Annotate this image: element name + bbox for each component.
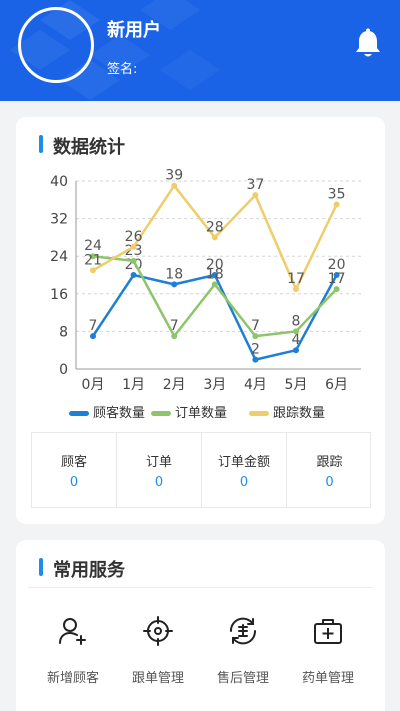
- data-label: 20: [328, 257, 346, 273]
- data-label: 7: [170, 318, 179, 334]
- data-label: 23: [125, 243, 143, 259]
- data-point: [333, 272, 340, 278]
- data-point: [90, 253, 96, 260]
- user-name: 新用户: [107, 20, 161, 41]
- service-label: 药单管理: [301, 671, 354, 686]
- data-label: 37: [246, 177, 264, 193]
- y-tick-label: 16: [50, 287, 68, 303]
- data-point: [130, 257, 137, 264]
- data-point: [293, 286, 299, 293]
- medical-kit-icon: [314, 619, 342, 644]
- avatar[interactable]: [18, 7, 94, 83]
- summary-tracking[interactable]: 跟踪 0: [316, 455, 343, 490]
- x-tick-label: 0月: [82, 377, 105, 393]
- data-point: [252, 333, 259, 340]
- data-point: [90, 333, 96, 340]
- data-point: [130, 243, 137, 250]
- data-label: 18: [206, 266, 224, 282]
- summary-orders[interactable]: 订单 0: [117, 433, 202, 507]
- chart-legend: 顾客数量 订单数量 跟踪数量: [16, 402, 385, 422]
- target-icon: [143, 616, 173, 646]
- y-tick-label: 8: [59, 324, 68, 340]
- data-point: [252, 192, 259, 199]
- data-label: 28: [206, 219, 224, 235]
- y-tick-label: 40: [50, 174, 68, 190]
- data-label: 39: [165, 168, 183, 184]
- services-card: 常用服务 新增顾客 跟单管理 售后管理: [16, 540, 385, 711]
- data-point: [171, 333, 178, 340]
- legend-item[interactable]: 订单数量: [151, 402, 227, 421]
- y-tick-label: 24: [50, 249, 68, 265]
- add-user-icon: [59, 618, 86, 645]
- x-tick-label: 5月: [285, 377, 308, 393]
- service-prescription[interactable]: 药单管理: [285, 615, 371, 686]
- data-point: [171, 281, 178, 288]
- profile-header: 新用户 签名:: [0, 0, 400, 101]
- data-label: 4: [292, 332, 301, 348]
- data-label: 26: [125, 229, 143, 245]
- data-point: [130, 272, 137, 278]
- divider: [28, 587, 373, 588]
- data-label: 20: [206, 257, 224, 273]
- y-tick-label: 32: [50, 212, 68, 228]
- data-label: 7: [251, 318, 260, 334]
- x-tick-label: 2月: [163, 377, 186, 393]
- legend-item[interactable]: 跟踪数量: [249, 402, 325, 421]
- legend-swatch: [151, 411, 171, 416]
- legend-label: 订单数量: [175, 406, 228, 421]
- data-label: 17: [287, 271, 305, 287]
- data-point: [293, 347, 299, 354]
- summary-table: 顾客 0 订单 0 订单金额 0 跟踪 0: [31, 432, 371, 508]
- x-tick-label: 4月: [244, 377, 267, 393]
- after-sale-icon: [229, 617, 257, 645]
- service-order-tracking[interactable]: 跟单管理: [115, 615, 201, 686]
- service-after-sales[interactable]: 售后管理: [200, 615, 286, 686]
- data-point: [293, 328, 299, 335]
- data-label: 21: [84, 252, 102, 268]
- data-label: 18: [165, 266, 183, 282]
- summary-customers[interactable]: 顾客 0: [32, 433, 117, 507]
- data-label: 8: [292, 313, 301, 329]
- legend-item[interactable]: 顾客数量: [69, 402, 145, 421]
- statistics-card: 数据统计 0 8 16 24 32 40 0月 1月 2月 3月 4月 5月 6月 7 20 18 20 2 4 20…: [16, 117, 385, 524]
- x-tick-label: 3月: [203, 377, 226, 393]
- data-point: [90, 267, 96, 274]
- data-label: 2: [251, 342, 260, 358]
- service-add-customer[interactable]: 新增顾客: [30, 615, 116, 686]
- data-point: [333, 286, 340, 293]
- data-point: [252, 356, 259, 363]
- legend-swatch: [249, 411, 269, 416]
- data-label: 17: [328, 271, 346, 287]
- x-tick-label: 1月: [122, 377, 145, 393]
- data-point: [211, 281, 218, 288]
- data-label: 7: [89, 318, 98, 334]
- service-label: 跟单管理: [131, 671, 184, 686]
- data-point: [333, 201, 340, 208]
- summary-order-amount[interactable]: 订单金额 0: [202, 433, 287, 507]
- service-label: 售后管理: [216, 671, 269, 686]
- data-point: [211, 272, 218, 278]
- bell-icon[interactable]: [353, 28, 383, 60]
- data-label: 35: [328, 187, 346, 203]
- data-point: [171, 182, 178, 189]
- legend-swatch: [69, 411, 89, 416]
- x-tick-label: 6月: [325, 377, 348, 393]
- data-point: [211, 234, 218, 241]
- legend-label: 顾客数量: [93, 406, 146, 421]
- service-label: 新增顾客: [46, 671, 99, 686]
- y-tick-label: 0: [59, 362, 68, 378]
- legend-label: 跟踪数量: [273, 406, 326, 421]
- data-label: 24: [84, 238, 102, 254]
- signature-label: 签名:: [107, 62, 138, 77]
